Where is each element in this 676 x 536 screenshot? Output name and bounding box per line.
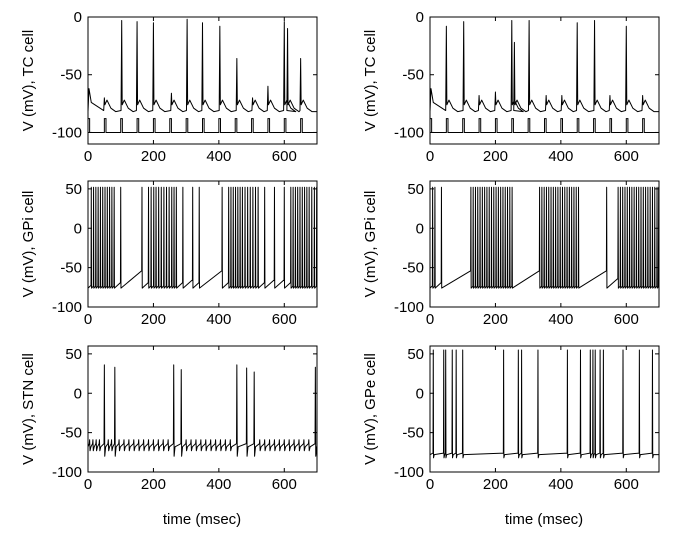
x-tick-label: 600 [272, 311, 297, 328]
x-tick-label: 200 [483, 148, 508, 165]
y-tick-label: 50 [407, 346, 424, 363]
y-tick-label: -100 [394, 464, 424, 481]
y-axis-label: V (mV), GPi cell [362, 191, 379, 298]
stimulus-trace-tc-right [430, 118, 659, 133]
y-tick-label: -50 [60, 425, 82, 442]
y-tick-label: -50 [60, 260, 82, 277]
x-tick-label: 400 [206, 148, 231, 165]
stimulus-trace-tc-left [88, 118, 317, 133]
y-axis-label: V (mV), GPi cell [20, 191, 37, 298]
voltage-trace-tc-left [88, 18, 317, 113]
y-axis-label: V (mV), TC cell [362, 30, 379, 131]
x-tick-label: 0 [426, 476, 434, 493]
x-tick-label: 600 [272, 476, 297, 493]
y-tick-label: -50 [60, 67, 82, 84]
axes-frame-gpi-left [87, 180, 318, 308]
x-tick-label: 600 [614, 476, 639, 493]
y-axis-label: V (mV), GPe cell [362, 353, 379, 465]
y-tick-label: -100 [394, 299, 424, 316]
y-tick-label: -100 [52, 299, 82, 316]
y-tick-label: 50 [407, 181, 424, 198]
gpi-cell-panel-right: 0 200 400 600 50 0 -50 -100 V (mV), GPi cell [362, 180, 660, 328]
y-tick-label: -100 [52, 464, 82, 481]
voltage-trace-tc-right [430, 19, 659, 113]
y-tick-label: -50 [402, 67, 424, 84]
x-axis-label-right: time (msec) [505, 511, 583, 528]
x-tick-label: 400 [206, 311, 231, 328]
x-tick-label: 0 [84, 311, 92, 328]
y-tick-label: 0 [74, 385, 82, 402]
voltage-trace-gpi-right [430, 186, 659, 289]
x-axis-label-left: time (msec) [163, 511, 241, 528]
x-tick-label: 400 [548, 476, 573, 493]
y-tick-label: -100 [52, 124, 82, 141]
axes-frame-stn [87, 345, 318, 473]
stn-cell-panel: 0 200 400 600 50 0 -50 -100 V (mV), STN cell [20, 345, 318, 493]
y-tick-label: 0 [416, 385, 424, 402]
y-tick-label: -50 [402, 425, 424, 442]
x-tick-label: 0 [84, 476, 92, 493]
x-tick-label: 400 [548, 148, 573, 165]
x-tick-label: 0 [84, 148, 92, 165]
voltage-trace-gpe [430, 349, 659, 459]
gpi-cell-panel-left: 0 200 400 600 50 0 -50 -100 V (mV), GPi cell [20, 180, 318, 328]
x-tick-label: 0 [426, 311, 434, 328]
y-tick-label: 50 [65, 181, 82, 198]
y-tick-label: 0 [416, 220, 424, 237]
y-tick-label: 0 [416, 9, 424, 26]
x-tick-label: 200 [141, 148, 166, 165]
x-tick-label: 600 [272, 148, 297, 165]
axes-frame-tc-left [87, 16, 318, 145]
y-tick-label: 0 [74, 220, 82, 237]
voltage-trace-stn [88, 364, 317, 457]
x-tick-label: 0 [426, 148, 434, 165]
axes-frame-gpe [429, 345, 660, 473]
y-tick-label: 0 [74, 9, 82, 26]
axes-frame-gpi-right [429, 180, 660, 308]
y-tick-label: 50 [65, 346, 82, 363]
tc-cell-panel-left: 0 200 400 600 0 -50 -100 V (mV), TC cell [20, 9, 318, 165]
y-axis-label: V (mV), TC cell [20, 30, 37, 131]
tc-cell-panel-right: 0 200 400 600 0 -50 -100 V (mV), TC cell [362, 9, 660, 165]
x-tick-label: 400 [206, 476, 231, 493]
x-tick-label: 600 [614, 311, 639, 328]
axes-frame-tc-right [429, 16, 660, 145]
gpe-cell-panel: 0 200 400 600 50 0 -50 -100 V (mV), GPe cell [362, 345, 660, 493]
x-tick-label: 600 [614, 148, 639, 165]
x-tick-label: 200 [141, 311, 166, 328]
y-tick-label: -100 [394, 124, 424, 141]
x-tick-label: 200 [483, 476, 508, 493]
x-tick-label: 200 [141, 476, 166, 493]
y-axis-label: V (mV), STN cell [20, 353, 37, 465]
voltage-trace-gpi-left [88, 186, 317, 289]
x-tick-label: 400 [548, 311, 573, 328]
y-tick-label: -50 [402, 260, 424, 277]
x-tick-label: 200 [483, 311, 508, 328]
